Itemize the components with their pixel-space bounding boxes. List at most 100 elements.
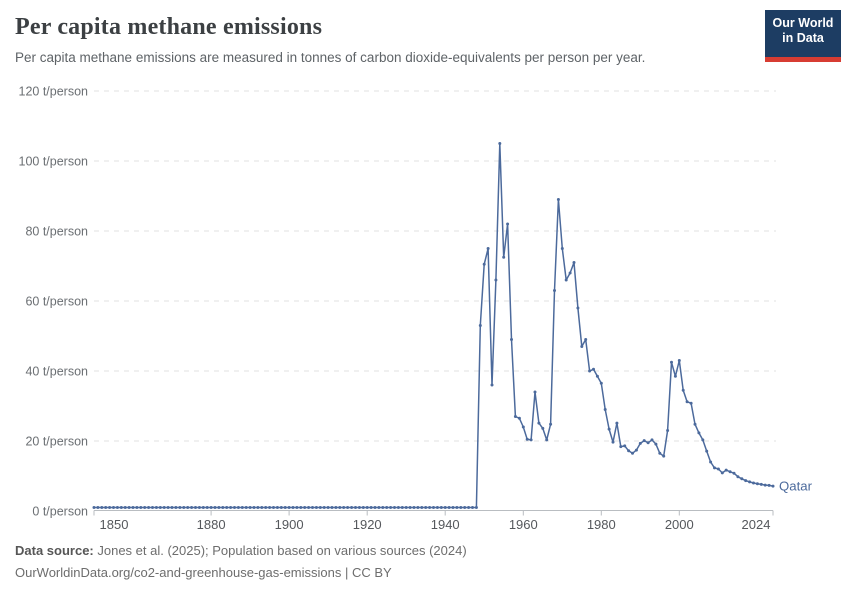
y-axis-tick-label: 40 t/person xyxy=(25,365,88,379)
data-point-marker xyxy=(435,506,439,509)
data-point-marker xyxy=(771,484,775,488)
entity-label-qatar: Qatar xyxy=(779,479,813,494)
data-point-marker xyxy=(322,506,326,509)
logo-line-2: in Data xyxy=(782,31,824,45)
data-point-marker xyxy=(658,451,662,455)
data-point-marker xyxy=(143,506,147,509)
chart-footer: Data source: Jones et al. (2025); Popula… xyxy=(15,543,467,581)
x-axis-tick-label: 1900 xyxy=(275,517,304,532)
data-point-marker xyxy=(654,442,658,446)
data-point-marker xyxy=(170,506,174,509)
data-point-marker xyxy=(451,506,455,509)
data-point-marker xyxy=(186,506,190,509)
data-point-marker xyxy=(580,345,584,348)
data-point-marker xyxy=(92,506,96,509)
data-point-marker xyxy=(709,460,713,464)
data-point-marker xyxy=(681,388,685,392)
data-point-marker xyxy=(225,506,229,509)
data-point-marker xyxy=(506,222,510,226)
data-point-marker xyxy=(638,441,642,445)
data-point-marker xyxy=(529,438,533,442)
data-point-marker xyxy=(291,506,295,509)
data-point-marker xyxy=(283,506,287,509)
data-point-marker xyxy=(100,506,104,509)
data-source-label: Data source: xyxy=(15,543,94,558)
data-point-marker xyxy=(705,449,709,453)
data-point-marker xyxy=(716,467,720,471)
data-point-marker xyxy=(373,506,377,509)
x-axis-tick-label: 2024 xyxy=(742,517,771,532)
data-point-marker xyxy=(662,454,666,458)
data-point-marker xyxy=(377,506,381,509)
data-point-marker xyxy=(139,506,143,509)
data-point-marker xyxy=(311,506,314,509)
data-point-marker xyxy=(108,506,112,509)
data-source-text: Jones et al. (2025); Population based on… xyxy=(93,543,467,558)
citation-text: OurWorldinData.org/co2-and-greenhouse-ga… xyxy=(15,565,392,580)
data-point-marker xyxy=(396,506,400,509)
data-point-marker xyxy=(560,247,564,250)
data-point-marker xyxy=(650,438,654,442)
y-axis-tick-label: 0 t/person xyxy=(32,505,88,519)
data-point-marker xyxy=(295,506,299,509)
data-point-marker xyxy=(673,374,677,378)
data-point-marker xyxy=(221,506,225,509)
data-point-marker xyxy=(537,421,541,425)
data-point-marker xyxy=(490,383,494,387)
data-point-marker xyxy=(182,506,186,509)
logo-line-1: Our World xyxy=(772,16,834,30)
data-source-line: Data source: Jones et al. (2025); Popula… xyxy=(15,543,467,559)
data-point-marker xyxy=(416,506,420,509)
data-point-marker xyxy=(677,359,681,362)
data-point-marker xyxy=(755,482,759,486)
data-point-marker xyxy=(213,506,217,509)
data-point-marker xyxy=(603,408,607,411)
data-point-marker xyxy=(607,427,611,431)
data-point-marker xyxy=(732,471,736,475)
data-point-marker xyxy=(190,506,194,509)
data-point-marker xyxy=(127,506,131,509)
data-point-marker xyxy=(147,506,151,509)
data-point-marker xyxy=(408,506,412,509)
data-point-marker xyxy=(268,506,272,509)
data-point-marker xyxy=(338,506,342,509)
x-axis-tick-label: 1940 xyxy=(431,517,460,532)
data-point-marker xyxy=(205,506,209,509)
data-point-marker xyxy=(576,306,580,310)
data-point-marker xyxy=(299,506,303,509)
data-point-marker xyxy=(252,506,256,509)
x-axis-tick-label: 2000 xyxy=(665,517,694,532)
data-point-marker xyxy=(197,506,201,509)
y-axis-tick-label: 120 t/person xyxy=(19,85,89,99)
data-point-marker xyxy=(342,506,346,509)
data-point-marker xyxy=(178,506,182,509)
data-point-marker xyxy=(307,506,311,509)
data-point-marker xyxy=(233,506,236,509)
owid-logo[interactable]: Our World in Data xyxy=(765,10,841,62)
data-point-marker xyxy=(471,506,474,509)
data-point-marker xyxy=(229,506,233,509)
data-point-marker xyxy=(112,506,115,509)
data-point-marker xyxy=(572,261,576,264)
data-point-marker xyxy=(759,482,763,486)
data-point-marker xyxy=(381,506,385,509)
data-point-marker xyxy=(428,506,432,509)
data-point-marker xyxy=(357,506,361,509)
data-point-marker xyxy=(162,506,166,509)
data-point-marker xyxy=(498,142,502,145)
data-point-marker xyxy=(420,506,424,509)
data-point-marker xyxy=(318,506,322,509)
data-point-marker xyxy=(713,466,716,470)
data-point-marker xyxy=(502,255,506,259)
data-point-marker xyxy=(517,416,521,420)
y-axis-tick-label: 80 t/person xyxy=(25,225,88,239)
data-point-marker xyxy=(615,421,619,425)
data-point-marker xyxy=(533,390,537,394)
data-point-marker xyxy=(553,289,556,292)
data-point-marker xyxy=(135,506,139,509)
data-point-marker xyxy=(369,506,373,509)
data-point-marker xyxy=(599,381,603,385)
data-point-marker xyxy=(763,483,767,487)
data-point-marker xyxy=(166,506,170,509)
